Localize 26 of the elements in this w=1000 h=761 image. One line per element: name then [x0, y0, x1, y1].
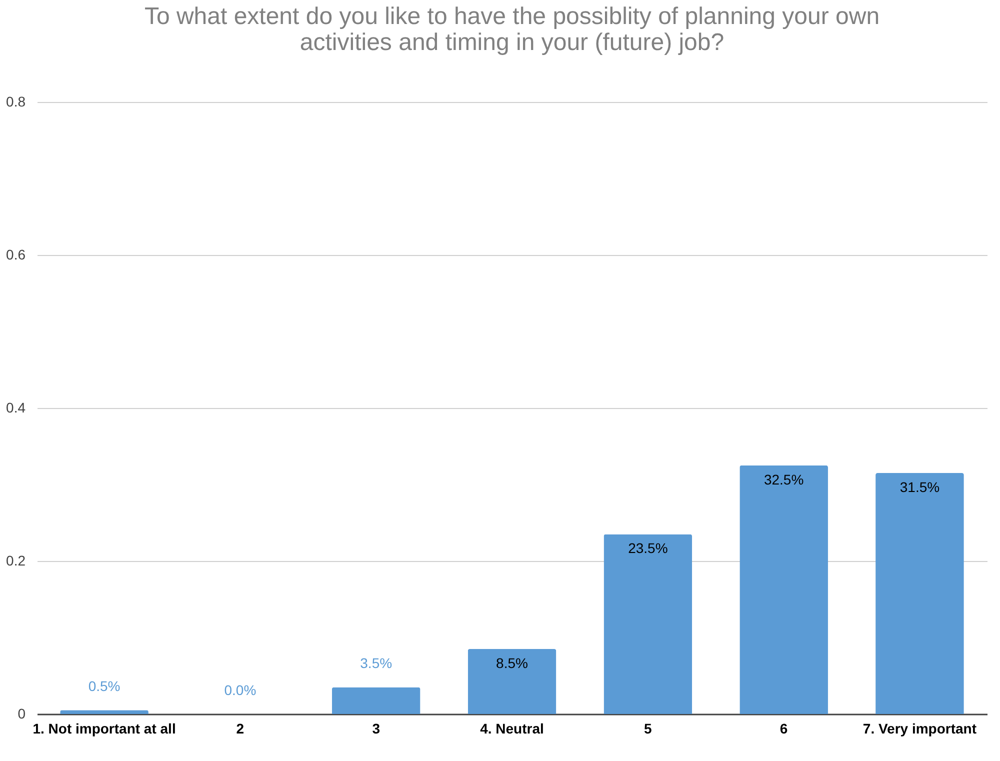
- y-tick-label: 0.4: [6, 400, 26, 416]
- bar: [604, 534, 692, 714]
- y-tick-label: 0.8: [6, 94, 26, 110]
- data-label: 0.5%: [88, 678, 120, 694]
- data-label: 31.5%: [900, 479, 940, 496]
- x-tick-label: 5: [644, 720, 652, 736]
- x-tick-label: 6: [780, 720, 788, 736]
- data-label: 3.5%: [360, 655, 392, 672]
- x-tick-label: 1. Not important at all: [32, 720, 176, 736]
- bar: [468, 648, 556, 714]
- x-tick-label: 2: [236, 720, 244, 736]
- y-tick-label: 0.2: [6, 552, 26, 568]
- data-label: 8.5%: [496, 654, 528, 671]
- bar: [332, 687, 420, 714]
- bar: [740, 465, 828, 714]
- bar: [60, 710, 148, 714]
- chart-title: To what extent do you like to have the possiblity of planning your own activities and timing in your (future) job?: [144, 3, 880, 56]
- x-tick-label: 7. Very important: [862, 720, 977, 736]
- data-label: 32.5%: [764, 471, 804, 488]
- data-label: 0.0%: [224, 682, 256, 698]
- y-tick-label: 0: [18, 706, 26, 722]
- x-tick-label: 4. Neutral: [480, 720, 544, 736]
- y-tick-label: 0.6: [6, 246, 26, 262]
- x-tick-label: 3: [372, 720, 380, 736]
- data-label: 23.5%: [628, 540, 668, 556]
- bar: [876, 473, 964, 714]
